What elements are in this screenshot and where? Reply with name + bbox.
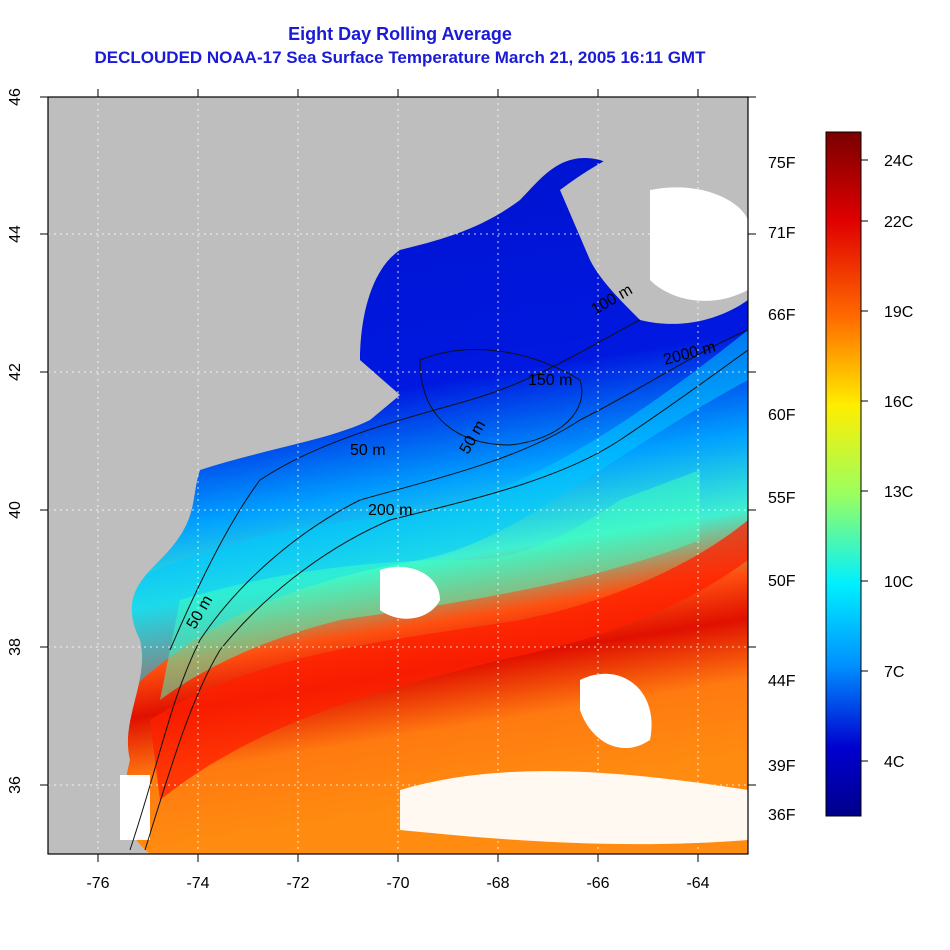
contour-label: 50 m: [350, 442, 386, 459]
map-area: 50 m 200 m 2000 m 50 m 150 m 50 m 100 m: [48, 97, 748, 854]
lat-lon-grid: [48, 97, 748, 854]
fahrenheit-label: 66F: [768, 307, 796, 324]
depth-contour-line: [129, 329, 748, 851]
chart-subtitle: DECLOUDED NOAA-17 Sea Surface Temperatur…: [94, 48, 706, 67]
y-tick-label: 38: [7, 638, 24, 656]
celsius-label: 13C: [884, 484, 913, 501]
x-tick-label: -76: [86, 875, 109, 892]
depth-contour-line: [169, 319, 641, 651]
x-tick-label: -74: [186, 875, 209, 892]
x-tick-label: -70: [386, 875, 409, 892]
x-tick-label: -72: [286, 875, 309, 892]
celsius-label: 16C: [884, 394, 913, 411]
gulf-stream: [150, 520, 748, 800]
cloud-patch: [400, 771, 748, 845]
celsius-label: 7C: [884, 664, 904, 681]
celsius-label: 24C: [884, 153, 913, 170]
x-tick-label: -66: [586, 875, 609, 892]
fahrenheit-label: 36F: [768, 807, 796, 824]
y-tick-label: 40: [7, 501, 24, 519]
fahrenheit-label: 60F: [768, 407, 796, 424]
colorbar-ticks: [861, 159, 868, 762]
depth-contour-line: [419, 349, 583, 446]
fahrenheit-label: 44F: [768, 673, 796, 690]
celsius-label: 22C: [884, 214, 913, 231]
axis-ticks: [40, 89, 756, 862]
celsius-label: 19C: [884, 304, 913, 321]
celsius-label: 10C: [884, 574, 913, 591]
contour-label: 200 m: [368, 502, 412, 519]
x-tick-label: -64: [686, 875, 709, 892]
contour-label: 150 m: [528, 372, 572, 389]
fahrenheit-label: 71F: [768, 225, 796, 242]
cloud-patch: [380, 566, 440, 619]
fahrenheit-label: 75F: [768, 155, 796, 172]
y-tick-label: 44: [7, 225, 24, 243]
y-tick-label: 46: [7, 88, 24, 106]
fahrenheit-label: 39F: [768, 758, 796, 775]
cloud-patch: [120, 775, 150, 840]
x-tick-label: -68: [486, 875, 509, 892]
chart-title: Eight Day Rolling Average: [288, 24, 512, 44]
land-mass: [48, 97, 748, 854]
cloud-patch: [650, 187, 748, 301]
fahrenheit-label: 55F: [768, 490, 796, 507]
y-tick-label: 36: [7, 776, 24, 794]
temperature-colorbar: [825, 131, 862, 817]
depth-contour-line: [144, 349, 748, 851]
celsius-label: 4C: [884, 754, 904, 771]
y-tick-label: 42: [7, 363, 24, 381]
fahrenheit-label: 50F: [768, 573, 796, 590]
